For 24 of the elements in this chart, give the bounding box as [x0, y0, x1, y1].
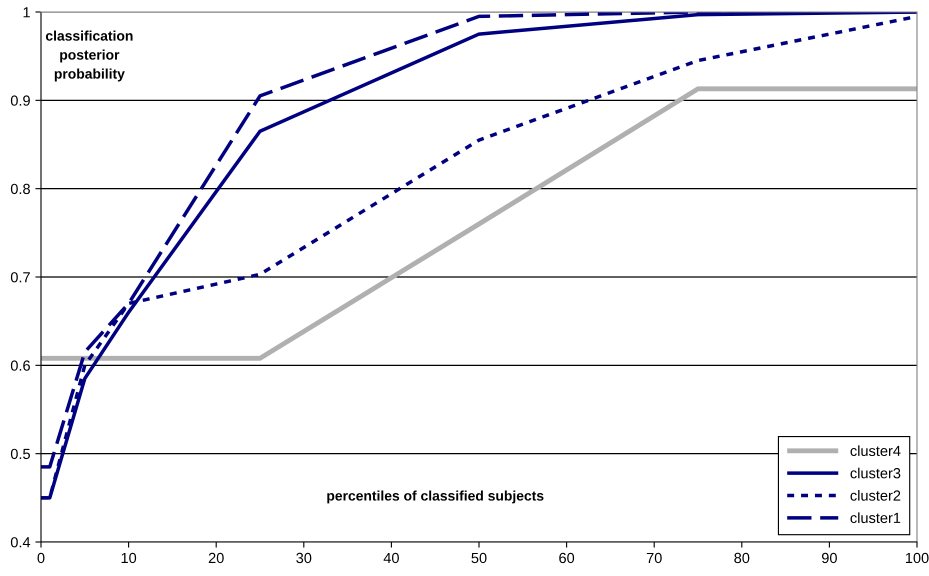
- legend-label: cluster2: [850, 490, 900, 501]
- x-tick-label: 20: [208, 552, 224, 564]
- y-tick-label: 1: [24, 7, 30, 18]
- x-tick-label: 30: [296, 552, 312, 564]
- x-tick-label: 0: [38, 552, 44, 564]
- x-tick-label: 10: [122, 552, 136, 564]
- y-tick-label: 0.6: [10, 360, 30, 371]
- x-axis-title: percentiles of classified subjects: [327, 490, 544, 504]
- y-tick-label: 0.5: [10, 448, 30, 460]
- x-tick-label: 70: [646, 552, 662, 564]
- x-tick-label: 40: [384, 552, 399, 564]
- x-tick-label: 60: [559, 552, 574, 564]
- y-tick-label: 0.9: [10, 95, 30, 106]
- x-tick-label: 80: [734, 552, 750, 564]
- legend-label: cluster1: [850, 512, 900, 524]
- y-tick-label: 0.8: [10, 184, 30, 194]
- y-axis-title: classification posterior probability: [46, 30, 133, 82]
- legend-label: cluster3: [850, 468, 900, 478]
- y-tick-label: 0.4: [10, 537, 30, 548]
- y-tick-label: 0.7: [10, 272, 30, 282]
- x-tick-label: 100: [906, 552, 929, 564]
- legend-label: cluster4: [850, 445, 901, 456]
- x-tick-label: 50: [471, 552, 487, 564]
- x-tick-label: 90: [822, 552, 837, 564]
